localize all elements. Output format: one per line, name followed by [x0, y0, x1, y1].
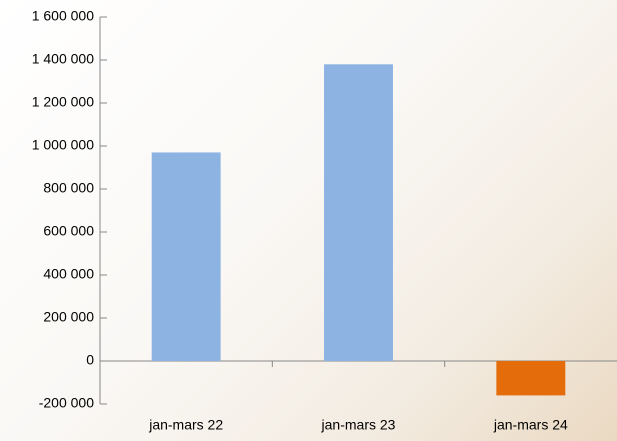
x-tick-label: jan-mars 24	[493, 417, 568, 433]
y-tick-label: 400 000	[43, 266, 94, 282]
y-tick-label: 800 000	[43, 180, 94, 196]
bar	[151, 152, 221, 361]
x-tick-label: jan-mars 22	[148, 417, 223, 433]
y-tick-label: 1 400 000	[32, 51, 94, 67]
y-tick-label: 1 200 000	[32, 94, 94, 110]
y-tick-label: 600 000	[43, 223, 94, 239]
y-tick-label: 1 000 000	[32, 137, 94, 153]
y-tick-label: -200 000	[39, 395, 94, 411]
y-tick-label: 1 600 000	[32, 8, 94, 24]
y-tick-label: 0	[86, 352, 94, 368]
x-tick-label: jan-mars 23	[321, 417, 396, 433]
bar	[496, 361, 566, 396]
y-tick-label: 200 000	[43, 309, 94, 325]
bar	[324, 64, 393, 362]
